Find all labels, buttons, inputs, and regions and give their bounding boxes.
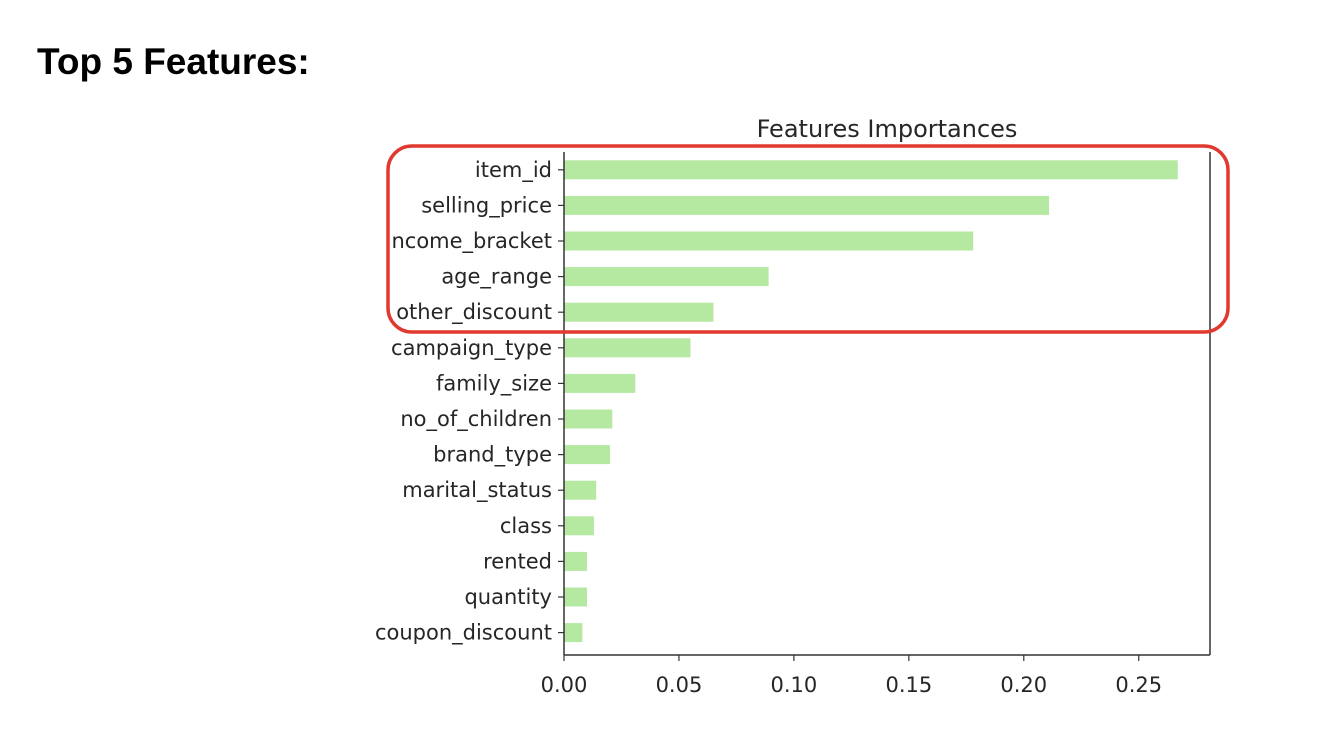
bar-item-id xyxy=(564,160,1178,180)
page-heading: Top 5 Features: xyxy=(37,41,310,82)
category-label-item-id: item_id xyxy=(475,158,552,183)
bar-campaign-type xyxy=(564,338,691,358)
bar-quantity xyxy=(564,587,587,607)
category-label-campaign-type: campaign_type xyxy=(391,336,552,361)
bar-age-range xyxy=(564,267,769,287)
bars-group xyxy=(564,160,1178,643)
category-label-class: class xyxy=(500,514,552,538)
x-tick-label: 0.20 xyxy=(1000,673,1047,697)
category-label-no-of-children: no_of_children xyxy=(400,407,552,432)
category-label-income-bracket: income_bracket xyxy=(386,229,552,254)
axes-group xyxy=(558,152,1211,661)
bar-selling-price xyxy=(564,195,1050,215)
bar-other-discount xyxy=(564,302,714,322)
bar-coupon-discount xyxy=(564,623,583,643)
bar-family-size xyxy=(564,373,636,393)
bar-rented xyxy=(564,551,587,571)
category-label-family-size: family_size xyxy=(436,371,552,396)
bar-income-bracket xyxy=(564,231,974,251)
bar-marital-status xyxy=(564,480,597,500)
category-label-selling-price: selling_price xyxy=(421,193,552,218)
x-tick-label: 0.10 xyxy=(771,673,818,697)
category-labels: item_id selling_price income_bracket age_ra… xyxy=(375,158,552,646)
x-tick-label: 0.05 xyxy=(656,673,703,697)
bar-brand-type xyxy=(564,445,610,465)
category-label-other-discount: other_discount xyxy=(396,300,552,325)
category-label-coupon-discount: coupon_discount xyxy=(375,621,552,646)
category-label-rented: rented xyxy=(483,549,552,573)
x-tick-label: 0.25 xyxy=(1115,673,1162,697)
x-tick-label: 0.00 xyxy=(541,673,588,697)
category-label-quantity: quantity xyxy=(464,585,552,609)
category-label-marital-status: marital_status xyxy=(402,478,552,503)
x-tick-labels: 0.00 0.05 0.10 0.15 0.20 0.25 xyxy=(541,673,1162,697)
bar-class xyxy=(564,516,594,536)
bar-no-of-children xyxy=(564,409,613,429)
chart-title: Features Importances xyxy=(757,115,1018,143)
category-label-age-range: age_range xyxy=(441,265,552,290)
top-5-highlight-box xyxy=(386,144,1230,334)
category-label-brand-type: brand_type xyxy=(433,443,552,468)
x-tick-label: 0.15 xyxy=(885,673,932,697)
